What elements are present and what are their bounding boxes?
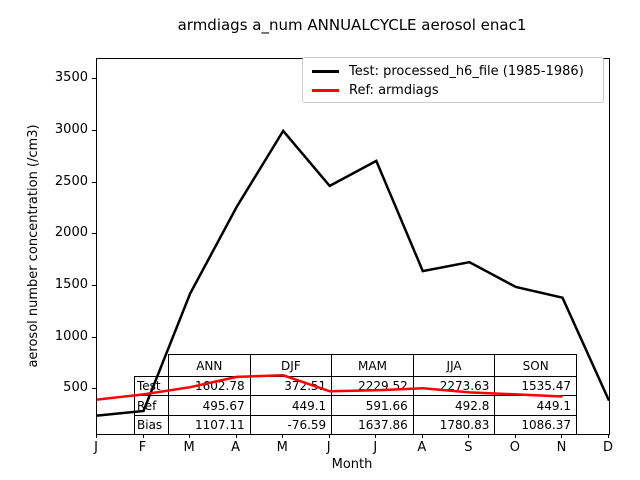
table-value-cell: 2273.63 (412, 376, 496, 397)
table-col-header: JJA (412, 354, 496, 377)
y-tick-mark (92, 388, 96, 390)
x-tick-label: F (138, 440, 147, 455)
x-tick-label: A (417, 440, 427, 455)
stats-table: ANN DJF MAM JJA SON Test 1602.78 372.51 2229.52 2… (134, 354, 577, 435)
table-value-cell: -76.59 (249, 414, 333, 435)
x-tick-label: A (231, 440, 241, 455)
y-tick-mark (92, 78, 96, 80)
x-tick-mark (189, 434, 191, 438)
table-value-cell: 372.51 (249, 376, 333, 397)
table-value-cell: 1780.83 (412, 414, 496, 435)
x-tick-mark (514, 434, 516, 438)
table-row-label: Bias (134, 414, 169, 435)
table-value-cell: 1107.11 (168, 414, 251, 435)
legend-label-ref: Ref: armdiags (349, 83, 439, 98)
x-tick-mark (375, 434, 377, 438)
y-tick-label: 500 (63, 380, 88, 396)
y-tick-label: 2000 (54, 225, 88, 241)
table-value-cell: 1535.47 (494, 376, 577, 397)
table-col-header: ANN (168, 354, 251, 377)
x-tick-mark (282, 434, 284, 438)
y-tick-mark (92, 181, 96, 183)
x-tick-label: M (183, 440, 195, 455)
x-tick-mark (561, 434, 563, 438)
x-tick-label: O (509, 440, 521, 455)
x-tick-mark (142, 434, 144, 438)
y-axis-label: aerosol number concentration (/cm3) (26, 124, 41, 368)
legend-entry-ref: Ref: armdiags (312, 81, 603, 100)
x-tick-mark (421, 434, 423, 438)
table-value-cell: 449.1 (249, 395, 333, 416)
y-tick-mark (92, 336, 96, 338)
y-tick-mark (92, 129, 96, 131)
x-tick-label: D (602, 440, 613, 455)
y-tick-label: 1000 (54, 328, 88, 344)
y-tick-label: 3500 (54, 70, 88, 86)
table-value-cell: 1637.86 (331, 414, 414, 435)
x-tick-label: N (556, 440, 567, 455)
table-value-cell: 591.66 (331, 395, 414, 416)
x-tick-mark (235, 434, 237, 438)
table-value-cell: 1086.37 (494, 414, 577, 435)
legend: Test: processed_h6_file (1985-1986) Ref:… (302, 57, 604, 103)
x-tick-mark (328, 434, 330, 438)
table-value-cell: 449.1 (494, 395, 577, 416)
ref-line-swatch-icon (312, 89, 339, 92)
x-tick-mark (96, 434, 97, 438)
chart-title: armdiags a_num ANNUALCYCLE aerosol enac1 (177, 16, 527, 34)
table-value-cell: 492.8 (412, 395, 496, 416)
y-tick-label: 3000 (54, 121, 88, 137)
x-tick-label: M (276, 440, 288, 455)
y-tick-mark (92, 284, 96, 286)
table-row-label: Test (134, 376, 169, 397)
table-col-header: DJF (249, 354, 333, 377)
plot-area: ANN DJF MAM JJA SON Test 1602.78 372.51 2229.52 2… (96, 57, 610, 435)
table-col-header: SON (494, 354, 577, 377)
table-value-cell: 2229.52 (331, 376, 414, 397)
x-tick-label: J (373, 440, 378, 455)
y-tick-label: 2500 (54, 173, 88, 189)
x-axis-label: Month (331, 457, 373, 472)
table-row-label: Ref (134, 395, 169, 416)
table-value-cell: 495.67 (168, 395, 251, 416)
y-tick-label: 1500 (54, 276, 88, 292)
x-tick-mark (608, 434, 609, 438)
table-col-header: MAM (331, 354, 414, 377)
table-value-cell: 1602.78 (168, 376, 251, 397)
x-tick-mark (468, 434, 470, 438)
x-tick-label: J (326, 440, 331, 455)
test-line-swatch-icon (312, 70, 339, 73)
x-tick-label: S (464, 440, 473, 455)
legend-label-test: Test: processed_h6_file (1985-1986) (349, 64, 584, 79)
y-tick-mark (92, 233, 96, 235)
x-tick-label: J (94, 440, 98, 455)
legend-entry-test: Test: processed_h6_file (1985-1986) (312, 62, 603, 81)
